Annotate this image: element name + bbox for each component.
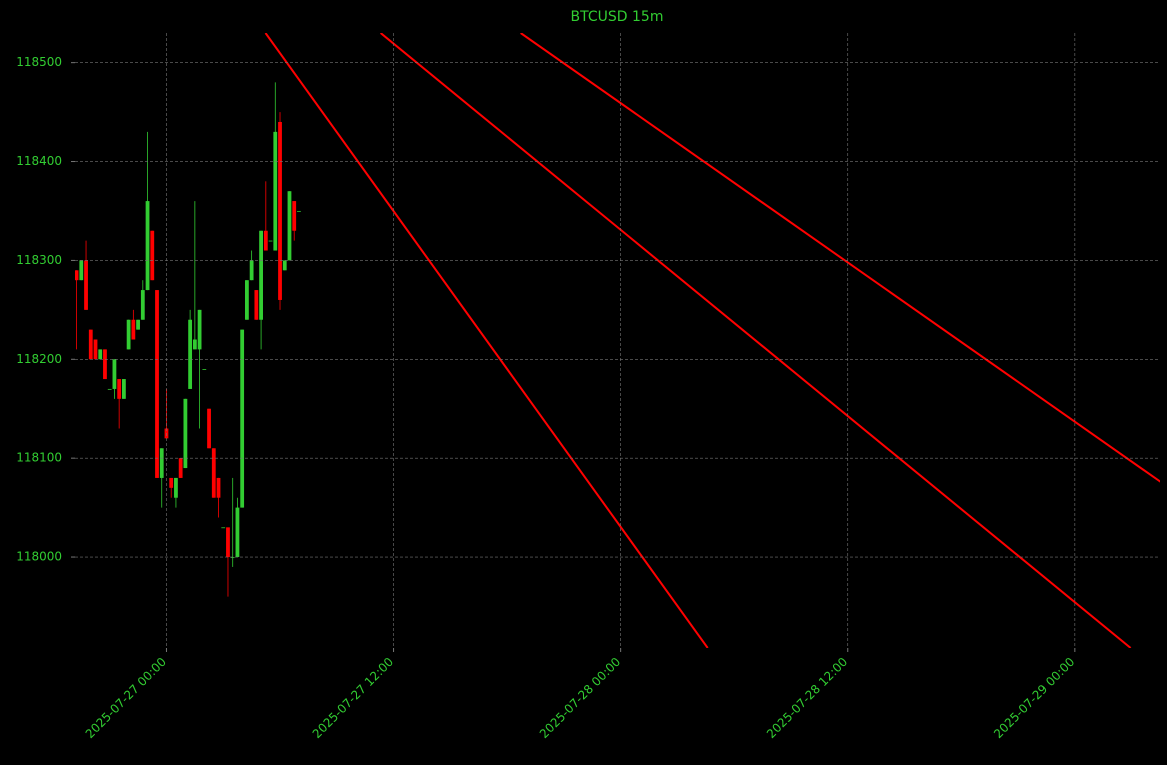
candle-body [112, 359, 117, 389]
candle-body [188, 319, 193, 389]
candle-body [131, 319, 136, 340]
candle-body [150, 230, 155, 281]
candle-body [230, 557, 235, 558]
candle-body [183, 398, 188, 469]
trend-line [264, 33, 709, 648]
y-tick-label: 118400 [16, 154, 62, 168]
candle-body [244, 280, 249, 320]
candle-body [278, 121, 282, 300]
candle-body [159, 448, 164, 478]
candle-body [169, 477, 174, 488]
y-tick-label: 118500 [16, 55, 62, 69]
candle-body [259, 230, 263, 320]
candle-body [155, 290, 159, 478]
candle-body [221, 527, 226, 529]
candle-body [254, 290, 259, 320]
plot-area [75, 33, 1160, 648]
candle-body [145, 201, 150, 291]
candle-body [226, 527, 230, 558]
candle-body [117, 379, 122, 399]
candle-body [121, 379, 126, 399]
candle-body [174, 477, 178, 498]
candle-body [268, 240, 273, 242]
candle-body [178, 458, 183, 478]
candle-body [107, 388, 112, 390]
candle-body [192, 339, 197, 350]
candle-body [103, 349, 107, 380]
candle-body [216, 477, 221, 498]
candle-body [93, 339, 98, 360]
candle-body [287, 191, 292, 261]
y-tick-label: 118200 [16, 352, 62, 366]
candle-body [240, 329, 245, 508]
candle-body [297, 210, 301, 212]
candle-body [75, 270, 79, 281]
candle-body [140, 290, 145, 320]
candle-body [263, 230, 268, 251]
candle-body [235, 507, 240, 558]
candle-body [202, 369, 207, 370]
chart-title: BTCUSD 15m [571, 9, 664, 25]
candle-body [126, 319, 131, 350]
candle-body [197, 309, 202, 350]
candle-body [273, 131, 278, 251]
y-tick-label: 118000 [16, 550, 62, 564]
candle-body [88, 329, 93, 360]
candle-body [292, 201, 297, 231]
y-tick-label: 118100 [16, 451, 62, 465]
y-tick-label: 118300 [16, 253, 62, 267]
trend-line [379, 33, 1132, 648]
candle-body [282, 260, 287, 271]
candle-body [211, 448, 216, 498]
candle-body [207, 408, 211, 449]
candle-body [79, 260, 84, 281]
candle-body [84, 260, 88, 310]
candle-body [249, 260, 254, 281]
trend-line [520, 33, 1160, 483]
candle-body [98, 349, 103, 360]
candle-body [136, 319, 140, 330]
